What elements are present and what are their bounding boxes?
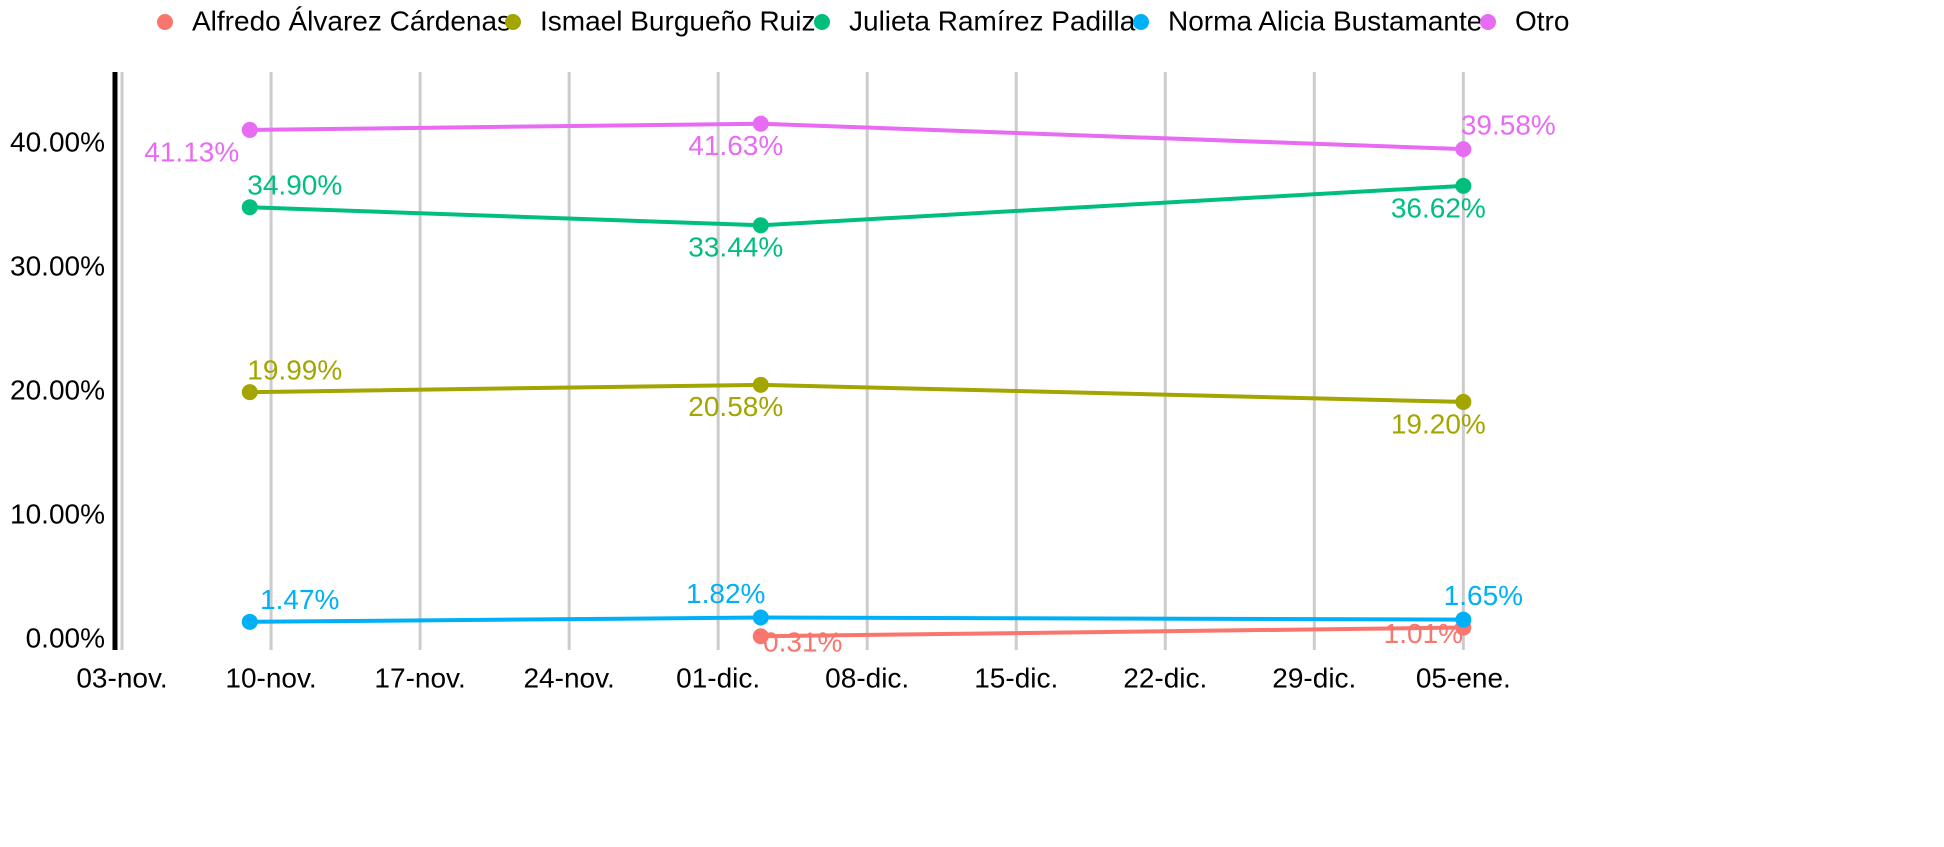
data-label: 20.58%: [688, 391, 783, 422]
data-point: [241, 121, 258, 138]
data-label: 33.44%: [688, 232, 783, 263]
x-tick-label: 24-nov.: [523, 662, 614, 693]
data-point: [1455, 141, 1472, 158]
series-line: [249, 382, 1464, 404]
x-tick-label: 03-nov.: [76, 662, 167, 693]
data-label: 1.82%: [686, 578, 765, 609]
data-label: 41.13%: [144, 136, 239, 167]
y-tick-label: 0.00%: [26, 622, 105, 653]
series-line: [249, 183, 1464, 228]
data-point: [752, 628, 769, 645]
data-point: [241, 199, 258, 216]
x-tick-label: 08-dic.: [825, 662, 909, 693]
data-point: [1455, 393, 1472, 410]
legend-label: Otro: [1515, 5, 1569, 36]
data-label: 36.62%: [1391, 192, 1486, 223]
legend-marker: [814, 14, 830, 30]
legend-label: Julieta Ramírez Padilla: [849, 5, 1136, 36]
series-line: [249, 121, 1464, 152]
data-label: 19.99%: [247, 355, 342, 386]
legend-marker: [1133, 14, 1149, 30]
data-label: 39.58%: [1461, 110, 1556, 141]
x-tick-label: 05-ene.: [1416, 662, 1511, 693]
data-label: 1.65%: [1444, 580, 1523, 611]
x-tick-label: 01-dic.: [676, 662, 760, 693]
data-label: 1.47%: [260, 584, 339, 615]
data-label: 41.63%: [688, 130, 783, 161]
data-point: [752, 609, 769, 626]
series-line: [249, 615, 1464, 624]
data-point: [241, 384, 258, 401]
data-point: [1455, 177, 1472, 194]
x-tick-label: 29-dic.: [1272, 662, 1356, 693]
legend-marker: [1480, 14, 1496, 30]
legend-marker: [157, 14, 173, 30]
series-line: [760, 625, 1464, 639]
x-tick-label: 17-nov.: [374, 662, 465, 693]
legend-marker: [505, 14, 521, 30]
data-label: 34.90%: [247, 170, 342, 201]
legend-label: Norma Alicia Bustamante: [1168, 5, 1482, 36]
data-point: [1455, 611, 1472, 628]
data-point: [752, 217, 769, 234]
data-label: 19.20%: [1391, 408, 1486, 439]
x-tick-label: 10-nov.: [225, 662, 316, 693]
y-tick-label: 40.00%: [10, 126, 105, 157]
x-tick-label: 15-dic.: [974, 662, 1058, 693]
data-point: [752, 376, 769, 393]
y-tick-label: 30.00%: [10, 250, 105, 281]
y-tick-label: 20.00%: [10, 374, 105, 405]
data-label: 1.01%: [1384, 618, 1463, 649]
data-point: [752, 115, 769, 132]
data-point: [241, 613, 258, 630]
legend-label: Alfredo Álvarez Cárdenas: [192, 5, 511, 36]
x-tick-label: 22-dic.: [1123, 662, 1207, 693]
legend-label: Ismael Burgueño Ruiz: [540, 5, 815, 36]
y-tick-label: 10.00%: [10, 498, 105, 529]
data-label: 0.31%: [763, 627, 842, 658]
